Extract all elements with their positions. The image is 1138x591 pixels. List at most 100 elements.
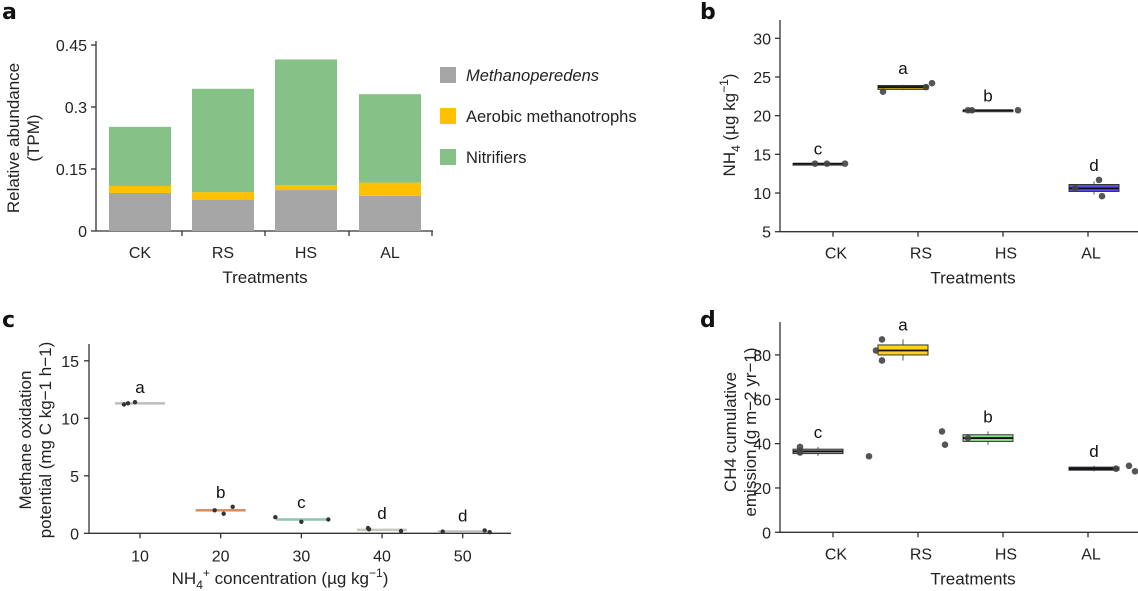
significance-letter: a [898, 59, 908, 78]
bar-rs-nitrifiers [192, 88, 254, 193]
x-tick-label: 30 [292, 548, 310, 565]
bar-al-methanoperedens [359, 195, 421, 231]
y-tick-label: 15 [61, 354, 79, 371]
y-tick-label: 0.45 [56, 38, 87, 55]
y-tick-label: 10 [753, 186, 771, 203]
panel-letter-d: d [700, 308, 716, 333]
panel-c-box-plot: 0 5 10 15 10 a 20 b 30 c 40 d 50 d NH4+ concentration … [16, 342, 511, 591]
legend-label: Aerobic methanotrophs [466, 108, 637, 126]
box-40 [357, 528, 408, 532]
data-point [928, 79, 936, 87]
y-tick-label: 0.3 [65, 100, 87, 117]
bar-al-aerobic-methanotrophs [359, 182, 421, 196]
bar-al-nitrifiers [359, 94, 421, 183]
data-point [1131, 468, 1138, 475]
data-point [482, 528, 487, 533]
data-point [968, 106, 976, 114]
x-tick-label: HS [995, 546, 1017, 563]
panel-b-box-plot: 5 10 15 20 25 30 CK c RS a HS b AL d Treatments NH4 (µg… [717, 20, 1138, 288]
y-tick-label: 80 [753, 348, 771, 365]
y-tick-label: 25 [753, 70, 771, 87]
data-point [1125, 462, 1133, 470]
box-50 [437, 530, 488, 533]
box-20 [195, 509, 246, 512]
data-point [125, 401, 131, 406]
panel-a-stacked-bar-chart: 0 0.15 0.3 0.45 CK RS HS AL Treatments Relative a… [4, 38, 637, 287]
x-axis-title: Treatments [930, 269, 1015, 288]
data-point [221, 511, 226, 516]
box-10 [115, 402, 165, 405]
x-tick-label: RS [910, 546, 932, 563]
data-point [878, 336, 886, 343]
data-point [366, 527, 372, 532]
data-point [841, 160, 849, 167]
x-tick-label: HS [995, 246, 1017, 263]
data-point [1071, 185, 1079, 192]
bar-hs-methanoperedens [275, 190, 337, 231]
y-tick-label: 5 [762, 225, 771, 242]
data-point [440, 529, 445, 534]
legend-label: Nitrifiers [466, 149, 527, 167]
y-tick-label: 60 [753, 392, 771, 409]
data-point [230, 504, 235, 510]
x-tick-label: CK [129, 245, 152, 262]
y-tick-label: 10 [61, 411, 79, 428]
y-tick-label: 0.15 [56, 162, 87, 179]
data-point [922, 83, 930, 91]
y-tick-label: 0 [70, 526, 79, 543]
significance-letter: b [216, 483, 225, 502]
data-point [796, 449, 804, 456]
bar-ck-aerobic-methanotrophs [109, 185, 171, 193]
significance-letter: b [983, 407, 992, 426]
y-tick-label: 40 [753, 437, 771, 454]
significance-letter: d [458, 506, 467, 525]
bar-hs-nitrifiers [275, 59, 337, 186]
data-point [121, 402, 127, 407]
y-axis-title: NH4 (µg kg−1) [717, 74, 743, 177]
panel-letter-a: a [2, 0, 17, 25]
data-point [1014, 106, 1022, 114]
y-axis-title: Methane oxidationpotential (mg C kg−1 h−… [16, 342, 55, 539]
data-point [964, 434, 972, 442]
y-tick-label: 20 [753, 481, 771, 498]
bar-hs-aerobic-methanotrophs [275, 185, 337, 191]
legend-label: Methanoperedens [466, 67, 599, 85]
panel-d-box-plot: 0 20 40 60 80 CK c RS a HS b AL d Treatments CH4 cumul… [721, 315, 1138, 588]
significance-letter: d [1089, 156, 1098, 175]
y-axis-title: Relative abundance(TPM) [4, 63, 43, 213]
data-point [398, 528, 404, 534]
x-tick-label: RS [910, 246, 932, 263]
panel-letter-c: c [2, 308, 15, 333]
y-tick-label: 0 [762, 525, 771, 542]
y-tick-label: 30 [753, 31, 771, 48]
data-point [872, 347, 880, 354]
data-point [879, 88, 887, 95]
data-point [938, 428, 946, 435]
legend-swatch [440, 67, 456, 83]
significance-letter: c [814, 423, 823, 442]
x-axis-title: NH4+ concentration (µg kg−1) [172, 566, 389, 591]
significance-letter: d [377, 504, 386, 523]
bar-ck-methanoperedens [109, 192, 171, 231]
x-tick-label: AL [1081, 246, 1101, 263]
x-axis-title: Treatments [930, 569, 1015, 588]
data-point [1098, 192, 1106, 200]
legend-swatch [440, 149, 456, 165]
significance-letter: b [983, 86, 992, 105]
data-point [878, 357, 886, 364]
y-tick-label: 15 [753, 147, 771, 164]
x-tick-label: CK [825, 546, 848, 563]
bar-ck-nitrifiers [109, 126, 171, 186]
legend-swatch [440, 108, 456, 124]
data-point [823, 160, 831, 167]
panel-letter-b: b [700, 0, 716, 25]
significance-letter: d [1089, 442, 1098, 461]
x-tick-label: 20 [212, 548, 230, 565]
x-tick-label: HS [295, 245, 317, 262]
y-axis-title: CH4 cumulativeemission (g m−2 yr−1) [721, 347, 760, 516]
x-tick-label: RS [212, 245, 234, 262]
y-tick-label: 5 [70, 469, 79, 486]
data-point [811, 160, 819, 167]
box-30 [276, 518, 327, 521]
